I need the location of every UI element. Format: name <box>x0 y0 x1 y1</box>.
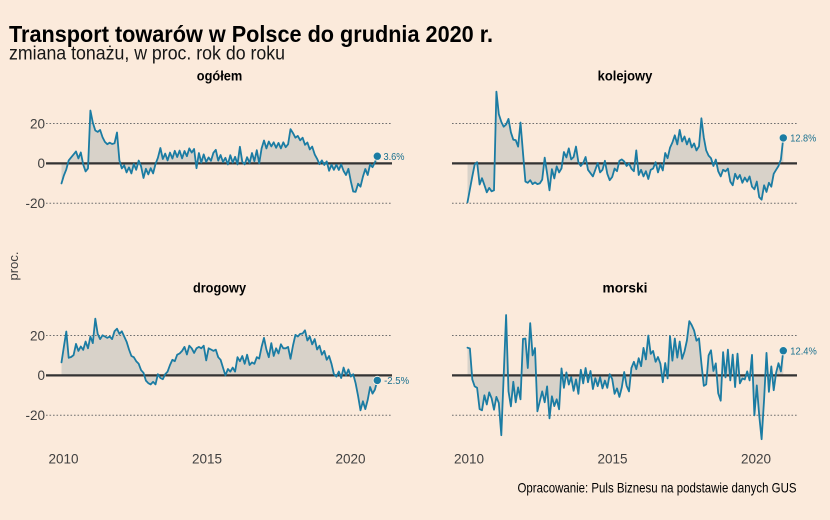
svg-text:proc.: proc. <box>6 252 21 281</box>
svg-text:morski: morski <box>603 280 648 295</box>
svg-text:2010: 2010 <box>48 452 78 467</box>
svg-text:Opracowanie: Puls Biznesu na p: Opracowanie: Puls Biznesu na podstawie d… <box>518 480 797 496</box>
svg-text:0: 0 <box>37 368 45 383</box>
svg-text:2015: 2015 <box>192 452 222 467</box>
svg-text:2020: 2020 <box>335 452 365 467</box>
svg-text:zmiana tonażu, w proc. rok do: zmiana tonażu, w proc. rok do roku <box>9 44 285 65</box>
svg-text:12.8%: 12.8% <box>790 134 816 145</box>
svg-text:20: 20 <box>30 328 45 343</box>
svg-text:-2.5%: -2.5% <box>384 376 409 387</box>
svg-text:drogowy: drogowy <box>193 280 247 295</box>
svg-text:20: 20 <box>30 116 45 131</box>
svg-text:Transport towarów w Polsce do: Transport towarów w Polsce do grudnia 20… <box>9 21 493 47</box>
svg-text:kolejowy: kolejowy <box>598 68 653 83</box>
svg-text:2010: 2010 <box>454 452 484 467</box>
svg-text:0: 0 <box>37 156 45 171</box>
svg-text:-20: -20 <box>25 408 45 423</box>
svg-text:3.6%: 3.6% <box>384 152 405 163</box>
svg-text:2015: 2015 <box>597 452 627 467</box>
svg-text:ogółem: ogółem <box>197 68 243 83</box>
svg-text:12.4%: 12.4% <box>790 346 817 357</box>
svg-text:-20: -20 <box>25 196 45 211</box>
svg-text:2020: 2020 <box>741 452 771 467</box>
